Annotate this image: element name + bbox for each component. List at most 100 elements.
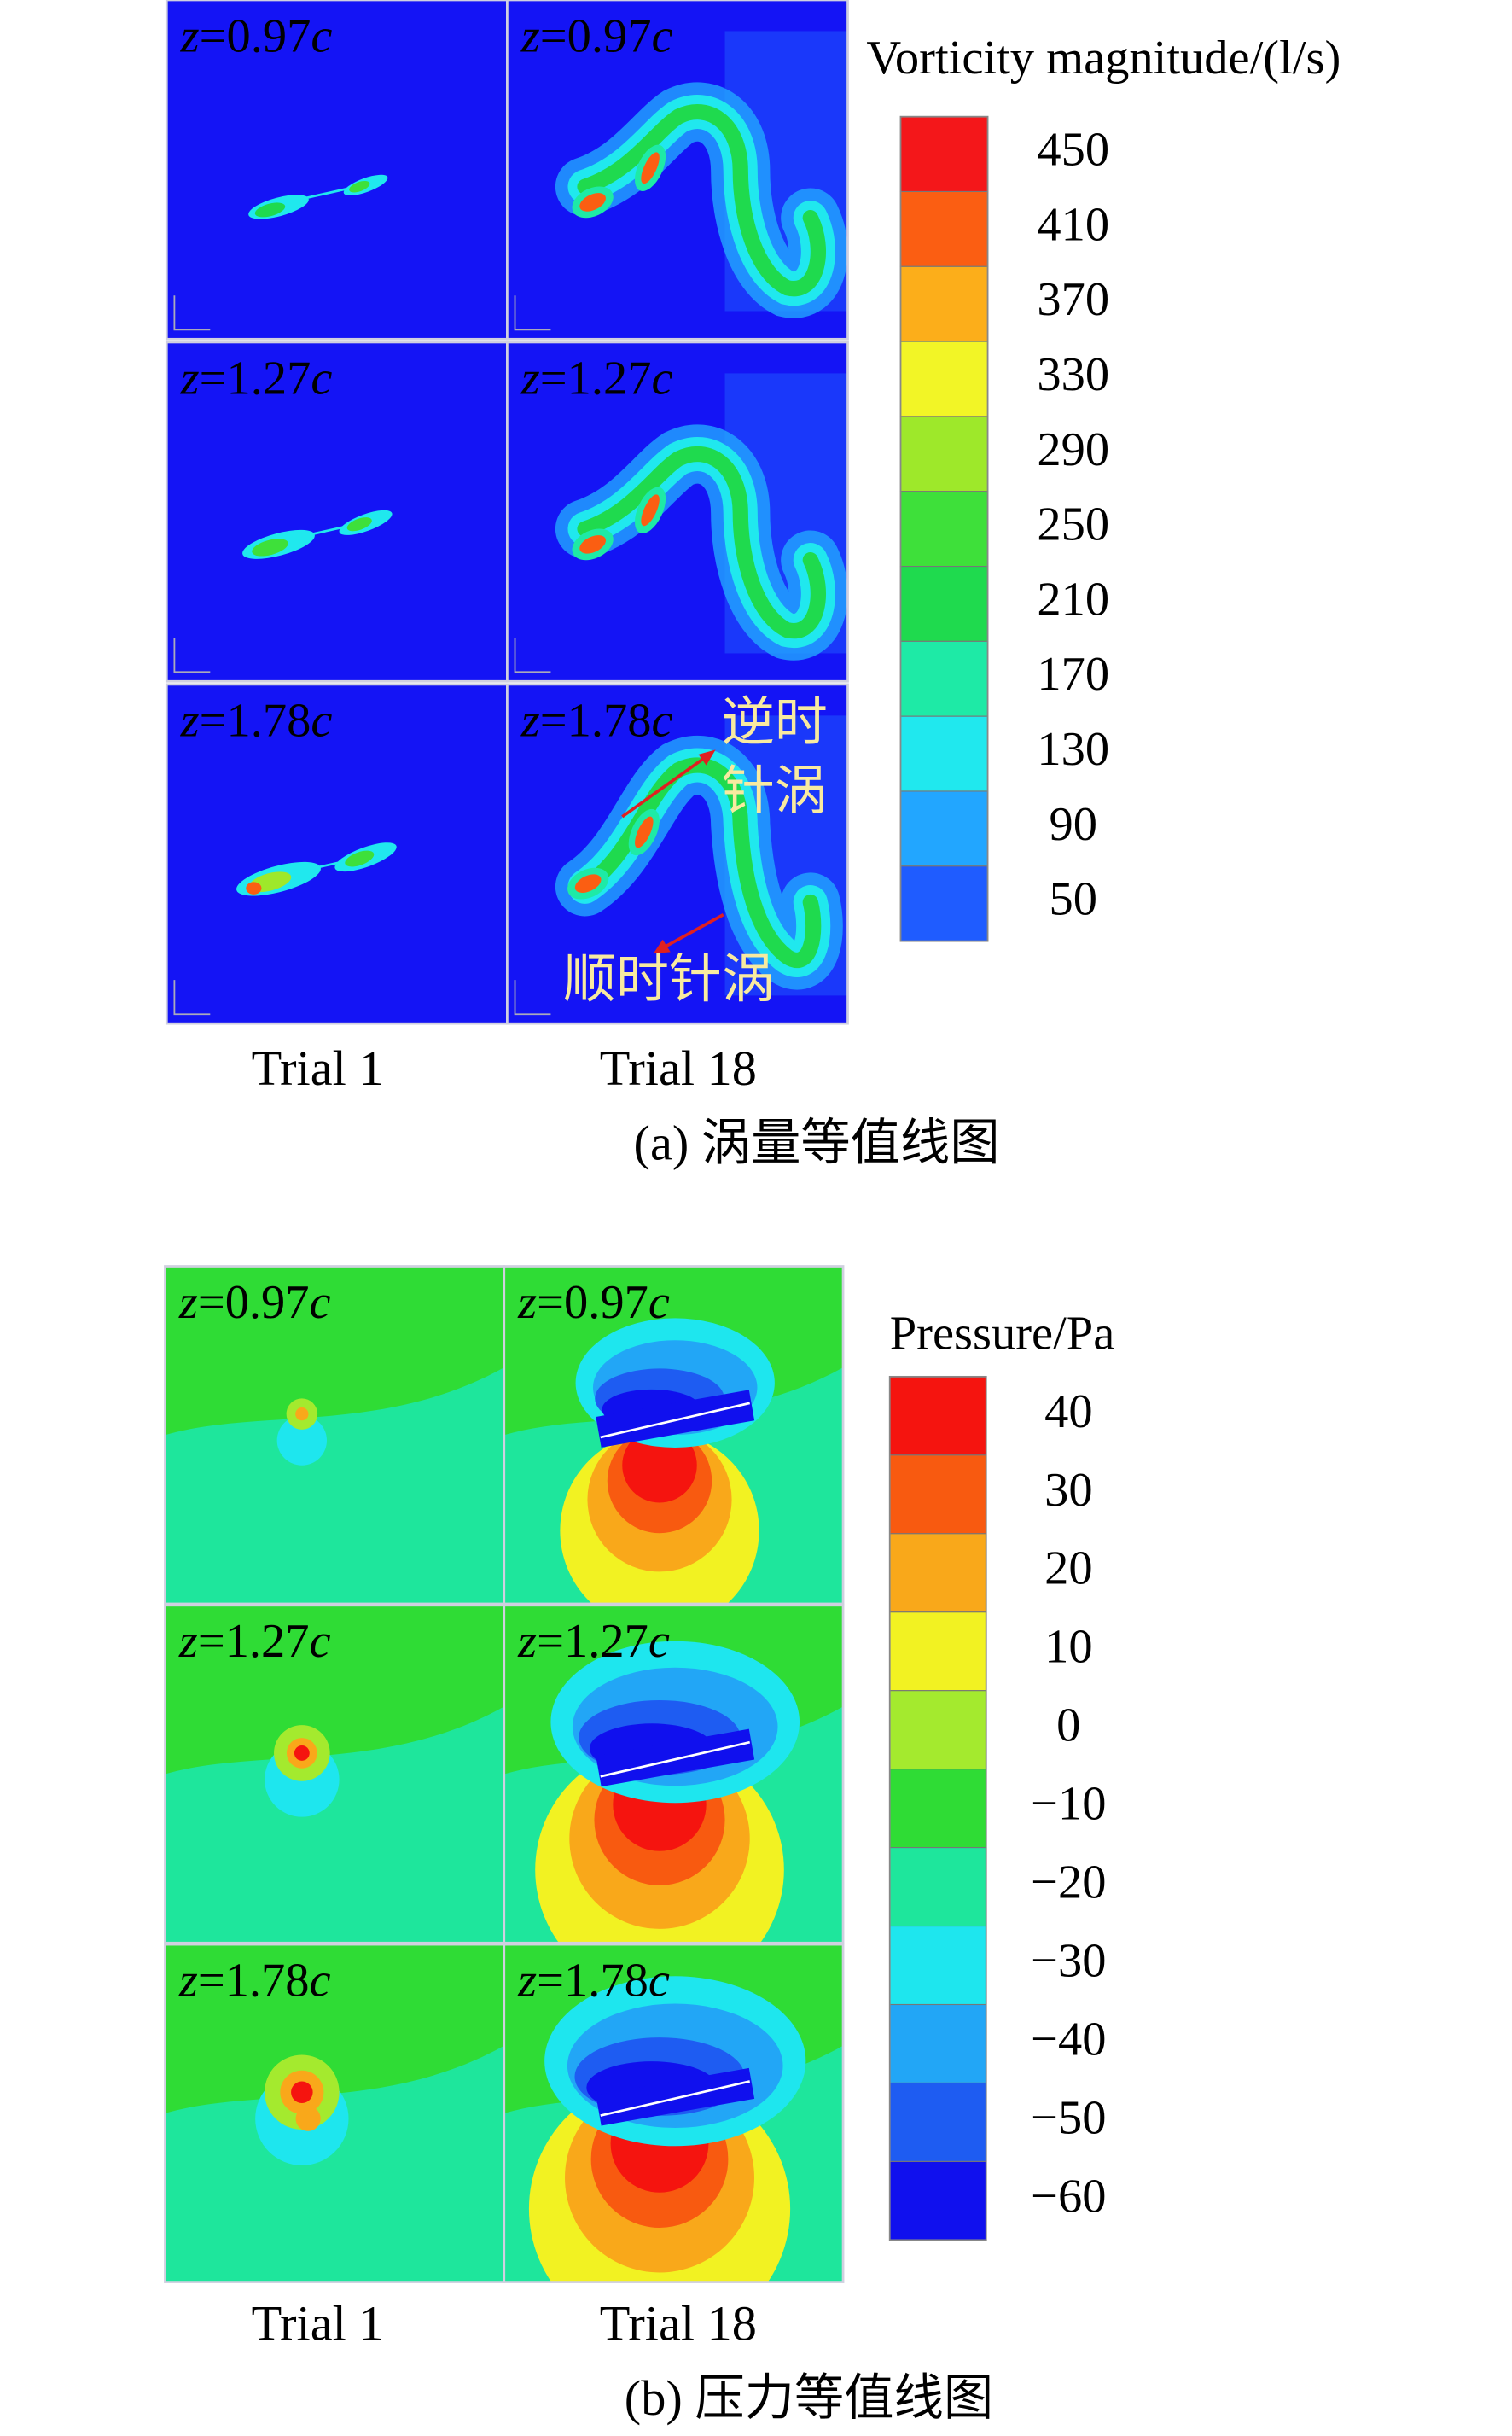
contour-shapes — [166, 684, 508, 1024]
colorbar-label: 410 — [1037, 198, 1109, 251]
contour-panel — [507, 0, 848, 340]
annotation-arrows — [621, 749, 724, 954]
colorbar-label: −40 — [1031, 2013, 1106, 2066]
contour-shapes — [507, 0, 848, 340]
vortex-band — [577, 104, 826, 297]
colorbar-label: 10 — [1044, 1621, 1092, 1674]
colorbar-label: 450 — [1037, 124, 1109, 177]
contour-panel — [503, 1266, 844, 1604]
axis-glyph — [514, 638, 551, 673]
colorbar-label: −30 — [1031, 1935, 1106, 1988]
colorbar-label: −50 — [1031, 2091, 1106, 2144]
colorbar-frame — [899, 115, 989, 942]
colorbar-band — [899, 640, 989, 717]
colorbar-frame — [888, 1375, 987, 2241]
colorbar-band — [889, 2003, 987, 2084]
colorbar-band — [889, 1926, 987, 2006]
row-label: z=1.78c — [517, 1954, 670, 2007]
colorbar-band — [899, 790, 989, 867]
caption: (b) 压力等值线图 — [625, 2370, 993, 2426]
vortex-band — [577, 446, 826, 639]
column-label: Trial 18 — [600, 1040, 757, 1096]
blob — [252, 539, 288, 557]
contour-panel — [507, 684, 848, 1024]
panel-border — [503, 1943, 845, 2283]
contour-panel — [507, 341, 848, 682]
axis-glyph — [173, 980, 211, 1016]
colorbar-band — [889, 1847, 987, 1927]
colorbar-label: 250 — [1037, 498, 1109, 551]
contour-shapes — [507, 341, 848, 682]
panel-border — [503, 1604, 845, 1944]
colorbar-band — [899, 865, 989, 942]
panel-border — [506, 683, 849, 1025]
colorbar-band — [899, 116, 989, 193]
colorbar-label: 290 — [1037, 423, 1109, 476]
region — [276, 1415, 327, 1466]
arrow — [660, 913, 724, 951]
annotation: 逆时 — [722, 694, 828, 752]
region — [165, 1706, 504, 1944]
contour-shapes — [165, 1266, 504, 1604]
panel-border — [506, 341, 849, 683]
column-label: Trial 1 — [252, 2296, 384, 2351]
row-label: z=1.27c — [517, 1615, 670, 1668]
column-label: Trial 18 — [600, 2296, 757, 2351]
colorbar-band — [899, 190, 989, 267]
blob — [641, 152, 660, 184]
contour-panel — [166, 341, 508, 682]
row-label: z=1.78c — [178, 1954, 331, 2007]
colorbar-label: −20 — [1031, 1856, 1106, 1909]
background — [166, 341, 508, 682]
row-label: z=0.97c — [180, 9, 333, 62]
colorbar-label: 50 — [1050, 873, 1097, 926]
contour-shapes — [165, 1944, 504, 2282]
colorbar-label: 90 — [1050, 798, 1097, 851]
colorbar-band — [889, 1454, 987, 1535]
row-label: z=0.97c — [520, 9, 673, 62]
blob — [349, 180, 370, 193]
row-label: z=1.78c — [520, 694, 673, 747]
colorbar-label: 210 — [1037, 573, 1109, 626]
chord — [600, 1402, 751, 1439]
axis-glyph — [514, 980, 551, 1016]
colorbar-label: 0 — [1056, 1699, 1080, 1752]
vortex-band — [577, 757, 822, 968]
blob — [246, 882, 262, 895]
colorbar-label: 370 — [1037, 273, 1109, 326]
contour-panel — [503, 1605, 844, 1944]
colorbar-label: −10 — [1031, 1778, 1106, 1831]
blob — [254, 202, 286, 218]
arrow-head — [653, 939, 671, 954]
contour-panel — [165, 1944, 504, 2282]
region — [596, 2067, 755, 2126]
contour-panel — [165, 1266, 504, 1604]
contour-panel — [503, 1944, 844, 2282]
blob — [346, 517, 372, 532]
axis-glyph — [173, 638, 211, 673]
colorbar-band — [899, 265, 989, 342]
colorbar-label: 130 — [1037, 723, 1109, 776]
region — [295, 2106, 321, 2131]
region — [596, 1728, 755, 1787]
colorbar-band — [889, 1533, 987, 1613]
colorbar-title: Vorticity magnitude/(l/s) — [866, 32, 1340, 85]
row-label: z=1.27c — [520, 352, 673, 405]
colorbar-band — [889, 1376, 987, 1456]
row-label: z=1.78c — [180, 694, 333, 747]
annotation: 顺时针涡 — [563, 951, 775, 1009]
row-label: z=1.27c — [180, 352, 333, 405]
contour-panel — [165, 1605, 504, 1944]
row-label: z=0.97c — [178, 1276, 331, 1329]
colorbar-band — [899, 566, 989, 642]
region — [165, 1367, 504, 1604]
contour-shapes — [503, 1266, 844, 1604]
region — [295, 1407, 309, 1421]
column-label: Trial 1 — [252, 1040, 384, 1096]
contour-panel — [166, 0, 508, 340]
contour-shapes — [165, 1605, 504, 1944]
colorbar-band — [889, 1769, 987, 1849]
colorbar-label: 30 — [1044, 1464, 1092, 1517]
colorbar-band — [889, 1611, 987, 1692]
blob — [635, 816, 654, 848]
